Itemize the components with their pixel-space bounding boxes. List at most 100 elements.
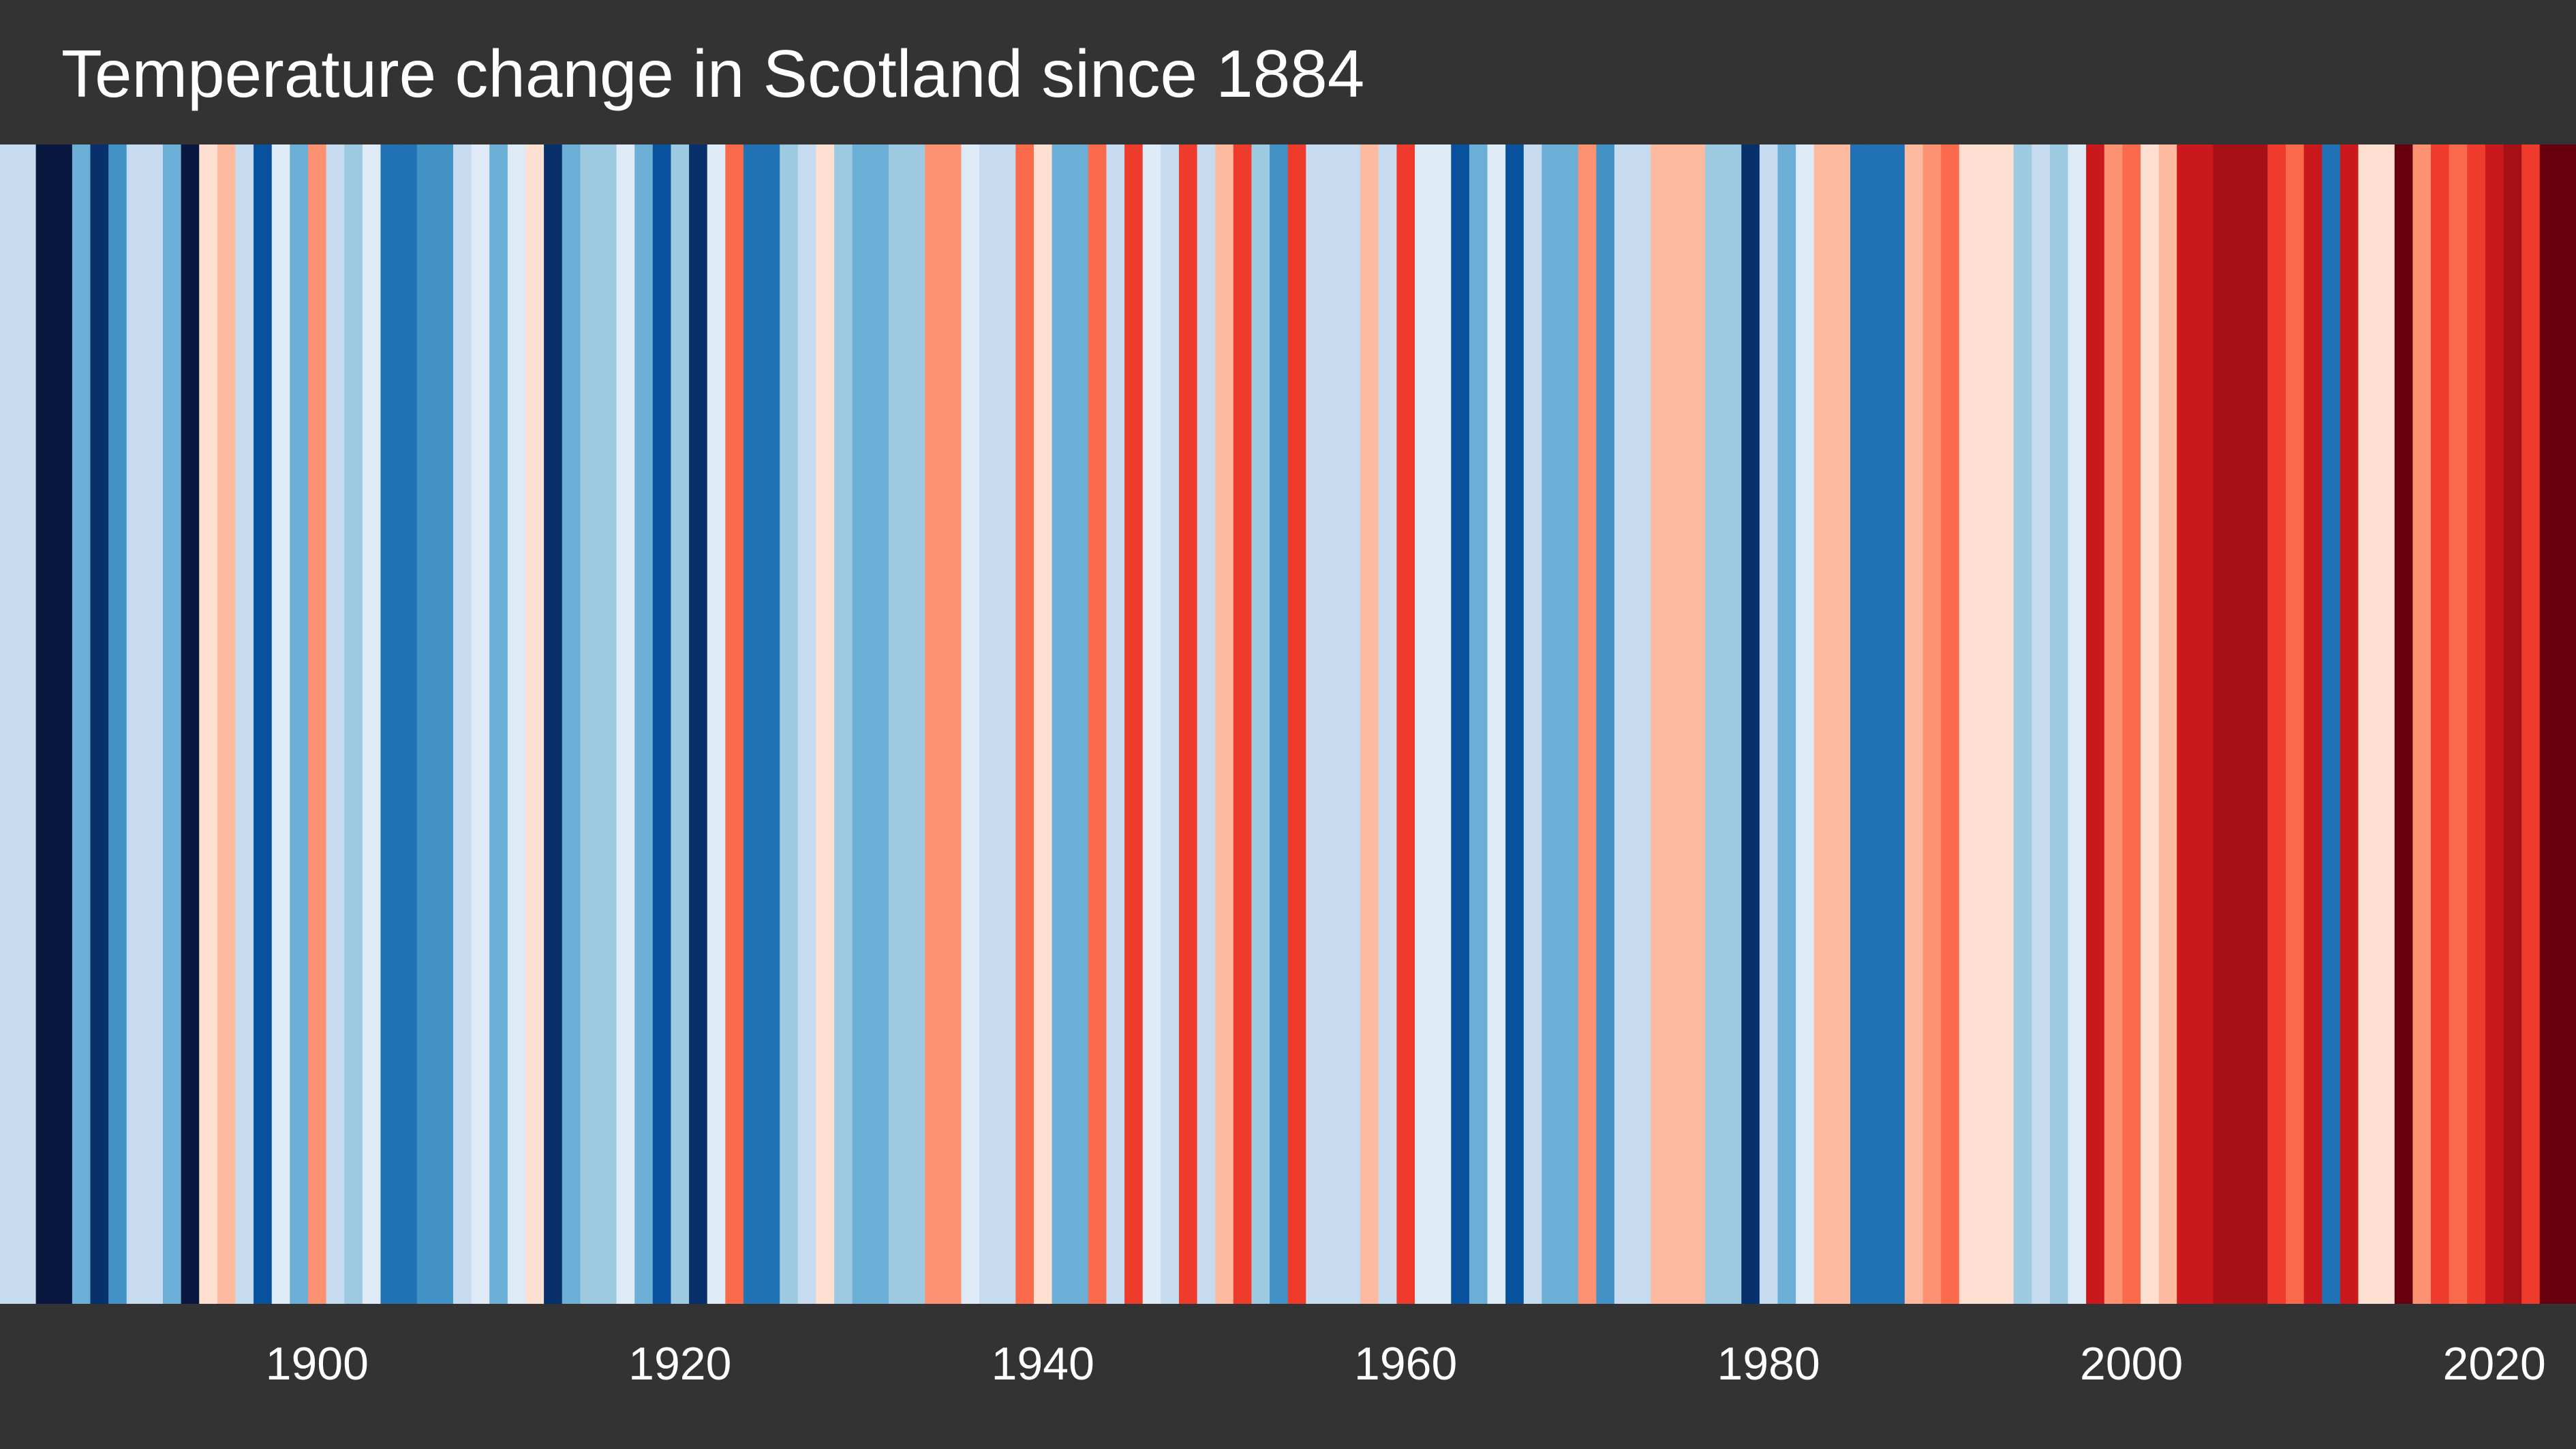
stripe-1946 — [1142, 144, 1161, 1304]
stripe-2017 — [2431, 144, 2450, 1304]
stripe-2008 — [2267, 144, 2286, 1304]
x-tick-label: 1940 — [991, 1338, 1094, 1390]
stripe-1987 — [1886, 144, 1905, 1304]
chart-title: Temperature change in Scotland since 188… — [61, 36, 1365, 111]
stripe-1908 — [453, 144, 472, 1304]
stripe-1904 — [380, 144, 399, 1304]
stripe-1956 — [1323, 144, 1343, 1304]
stripe-edge — [0, 144, 18, 1304]
stripe-1998 — [2086, 144, 2105, 1304]
stripe-1922 — [707, 144, 726, 1304]
stripe-1927 — [797, 144, 817, 1304]
stripe-1889 — [108, 144, 127, 1304]
stripe-1925 — [761, 144, 780, 1304]
stripe-1939 — [1015, 144, 1034, 1304]
x-tick-label: 1900 — [265, 1338, 369, 1390]
stripe-1959 — [1378, 144, 1398, 1304]
stripe-1964 — [1469, 144, 1488, 1304]
stripe-1975 — [1668, 144, 1688, 1304]
stripe-1921 — [689, 144, 708, 1304]
stripe-1967 — [1523, 144, 1543, 1304]
stripe-1917 — [616, 144, 635, 1304]
stripe-1928 — [816, 144, 835, 1304]
stripe-2002 — [2158, 144, 2177, 1304]
stripe-1972 — [1614, 144, 1634, 1304]
stripe-1896 — [235, 144, 254, 1304]
stripe-1955 — [1306, 144, 1325, 1304]
stripe-1932 — [888, 144, 908, 1304]
stripe-1957 — [1342, 144, 1361, 1304]
stripe-1979 — [1741, 144, 1760, 1304]
stripe-2013 — [2358, 144, 2377, 1304]
stripe-2016 — [2412, 144, 2432, 1304]
stripe-1963 — [1451, 144, 1470, 1304]
stripe-2018 — [2449, 144, 2468, 1304]
stripe-1886 — [54, 144, 73, 1304]
stripe-1949 — [1197, 144, 1216, 1304]
stripe-1942 — [1070, 144, 1089, 1304]
stripe-1950 — [1215, 144, 1234, 1304]
stripe-1941 — [1052, 144, 1071, 1304]
stripe-1978 — [1723, 144, 1742, 1304]
stripe-1893 — [181, 144, 200, 1304]
stripe-1895 — [217, 144, 236, 1304]
stripe-1936 — [961, 144, 980, 1304]
x-tick-label: 1980 — [1717, 1338, 1820, 1390]
stripe-1970 — [1578, 144, 1597, 1304]
stripe-1916 — [598, 144, 617, 1304]
stripe-1911 — [507, 144, 527, 1304]
stripe-1981 — [1777, 144, 1796, 1304]
stripe-1974 — [1651, 144, 1670, 1304]
stripe-1960 — [1396, 144, 1415, 1304]
stripe-1905 — [399, 144, 418, 1304]
stripe-2019 — [2467, 144, 2486, 1304]
stripe-1930 — [852, 144, 871, 1304]
stripe-1894 — [199, 144, 218, 1304]
stripe-1951 — [1233, 144, 1253, 1304]
stripe-2001 — [2141, 144, 2160, 1304]
stripe-1906 — [416, 144, 435, 1304]
stripe-1902 — [344, 144, 363, 1304]
x-tick-label: 1920 — [628, 1338, 732, 1390]
stripe-1991 — [1959, 144, 1978, 1304]
stripe-1901 — [326, 144, 345, 1304]
stripe-1992 — [1977, 144, 1996, 1304]
stripe-1996 — [2049, 144, 2069, 1304]
stripe-1919 — [652, 144, 672, 1304]
stripe-1966 — [1505, 144, 1524, 1304]
stripe-1888 — [90, 144, 109, 1304]
stripe-2011 — [2322, 144, 2341, 1304]
stripe-2014 — [2376, 144, 2395, 1304]
stripe-1938 — [997, 144, 1016, 1304]
stripe-1969 — [1560, 144, 1579, 1304]
stripe-2000 — [2122, 144, 2141, 1304]
stripe-2006 — [2231, 144, 2250, 1304]
stripe-1954 — [1287, 144, 1306, 1304]
stripe-1929 — [834, 144, 853, 1304]
stripe-2023 — [2539, 144, 2558, 1304]
stripe-1953 — [1270, 144, 1289, 1304]
stripe-2020 — [2485, 144, 2504, 1304]
stripe-2015 — [2394, 144, 2413, 1304]
stripe-1920 — [671, 144, 690, 1304]
x-tick-label: 1960 — [1354, 1338, 1458, 1390]
stripe-1948 — [1178, 144, 1198, 1304]
stripe-1912 — [525, 144, 545, 1304]
stripe-1924 — [743, 144, 763, 1304]
stripe-1968 — [1542, 144, 1561, 1304]
stripe-2007 — [2249, 144, 2268, 1304]
stripe-1973 — [1632, 144, 1651, 1304]
stripe-1993 — [1995, 144, 2014, 1304]
stripe-1965 — [1487, 144, 1506, 1304]
stripe-1976 — [1687, 144, 1706, 1304]
stripe-1903 — [362, 144, 382, 1304]
stripe-1962 — [1432, 144, 1452, 1304]
stripe-1897 — [254, 144, 273, 1304]
stripe-1926 — [780, 144, 799, 1304]
stripe-1884 — [18, 144, 37, 1304]
stripe-2021 — [2503, 144, 2522, 1304]
stripe-1961 — [1415, 144, 1434, 1304]
stripe-1989 — [1922, 144, 1942, 1304]
stripe-1952 — [1251, 144, 1270, 1304]
stripe-1986 — [1868, 144, 1887, 1304]
